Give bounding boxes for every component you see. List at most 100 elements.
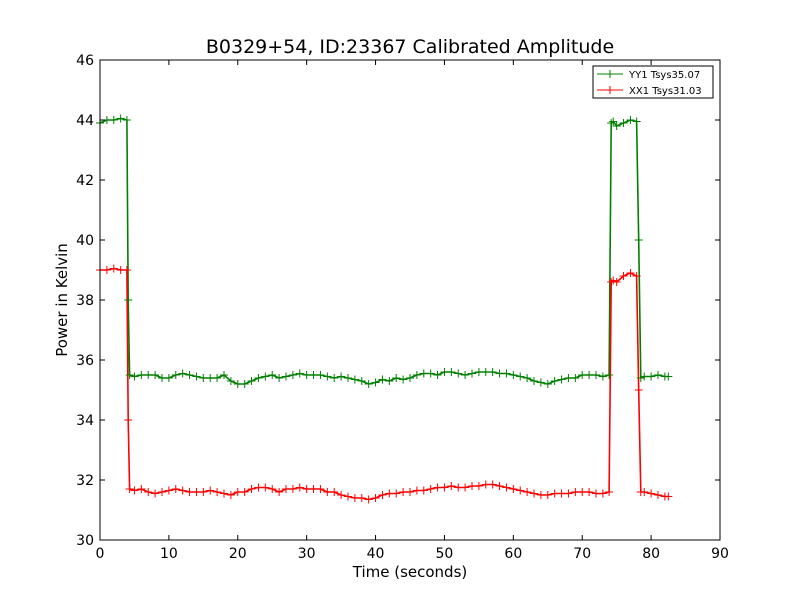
series-0-point <box>664 372 673 381</box>
series-1-point <box>344 492 352 501</box>
x-tick-label: 30 <box>298 546 316 562</box>
series-0-point <box>288 371 297 379</box>
series-0-point <box>626 116 635 124</box>
series-1-point <box>109 264 118 273</box>
series-0-point <box>502 369 511 378</box>
series-0-point <box>137 371 146 379</box>
y-tick-label: 42 <box>76 173 94 189</box>
series-1-point <box>220 489 228 498</box>
series-1-point <box>612 278 621 286</box>
series-0-point <box>419 369 428 378</box>
series-0-point <box>178 369 187 378</box>
series-1-point <box>481 480 490 489</box>
series-0-point <box>647 372 656 381</box>
series-0-point <box>571 374 580 382</box>
series-1-point <box>609 276 618 285</box>
series-1-point <box>433 483 442 492</box>
series-0-point <box>206 374 215 382</box>
series-1-point <box>206 486 215 495</box>
x-tick-label: 80 <box>642 546 660 562</box>
series-1-point <box>664 492 673 501</box>
series-0-point <box>378 375 387 384</box>
series-0-point <box>440 368 449 376</box>
series-0-point <box>619 119 628 127</box>
series-1-point <box>598 489 607 498</box>
series-0-point <box>636 374 645 382</box>
series-0-point <box>130 372 139 381</box>
y-tick-label: 34 <box>76 413 94 429</box>
series-0-point <box>454 369 463 378</box>
y-tick-label: 40 <box>76 233 94 249</box>
series-1-point <box>261 483 270 492</box>
series-0-point <box>357 377 366 385</box>
series-1-point <box>288 485 297 493</box>
series-0-point <box>609 117 618 126</box>
x-axis-label: Time (seconds) <box>352 563 468 581</box>
series-1-point <box>178 486 187 495</box>
series-1-point <box>275 488 284 496</box>
series-1-point <box>151 489 160 498</box>
series-0-point <box>474 368 483 376</box>
series-1-point <box>185 488 194 496</box>
series-0-point <box>632 117 641 126</box>
series-0-point <box>523 374 532 382</box>
series-1-point <box>419 486 428 495</box>
y-tick-label: 32 <box>76 473 94 489</box>
series-0-point <box>213 374 222 382</box>
series-0-point <box>109 116 118 124</box>
plot-markers <box>96 114 673 504</box>
series-0-point <box>144 371 153 379</box>
series-0-point <box>233 380 242 388</box>
series-1-point <box>124 416 133 424</box>
series-0-point <box>275 374 284 382</box>
series-0-point <box>199 374 208 382</box>
series-1-point <box>474 482 483 490</box>
series-0-point <box>350 375 359 384</box>
series-0-point <box>605 371 614 379</box>
series-0-point <box>412 371 421 379</box>
series-1-point <box>130 486 139 495</box>
series-1-point <box>461 483 470 492</box>
series-1-point <box>385 489 394 498</box>
series-0-point <box>495 369 504 378</box>
series-0-point <box>124 296 133 304</box>
series-1-point <box>426 485 435 493</box>
y-axis: 30 32 34 36 38 40 42 44 46 <box>76 53 720 549</box>
series-1-point <box>378 491 387 499</box>
legend-marker-xx1 <box>606 86 614 94</box>
series-1-point <box>316 485 325 493</box>
series-0-point <box>295 369 304 378</box>
series-1-point <box>254 483 263 492</box>
series-0-point <box>164 374 173 382</box>
series-1-point <box>137 485 146 493</box>
series-0-point <box>654 371 662 379</box>
series-1-point <box>571 488 580 496</box>
series-0-point <box>116 114 125 123</box>
series-1-point <box>578 488 587 496</box>
series-0-point <box>122 116 131 124</box>
series-0-point <box>392 374 401 382</box>
series-0-point <box>330 374 339 382</box>
series-0-point <box>578 371 587 379</box>
series-0-point <box>564 374 573 382</box>
x-tick-label: 60 <box>504 546 522 562</box>
series-1-point <box>309 485 318 493</box>
series-0-point <box>151 371 160 379</box>
series-1-point <box>412 486 421 495</box>
series-1-point <box>371 494 380 502</box>
x-tick-label: 20 <box>229 546 247 562</box>
series-1-point <box>213 488 222 496</box>
series-0-point <box>406 374 414 382</box>
series-1-point <box>192 488 201 496</box>
series-1-point <box>268 485 277 493</box>
series-1-point <box>199 488 208 496</box>
series-1-point <box>632 272 641 280</box>
series-1-point <box>302 485 311 493</box>
x-tick-label: 70 <box>573 546 591 562</box>
series-0-point <box>468 369 476 378</box>
series-0-point <box>509 371 518 379</box>
series-0-point <box>550 377 559 385</box>
series-0-point <box>536 378 545 387</box>
